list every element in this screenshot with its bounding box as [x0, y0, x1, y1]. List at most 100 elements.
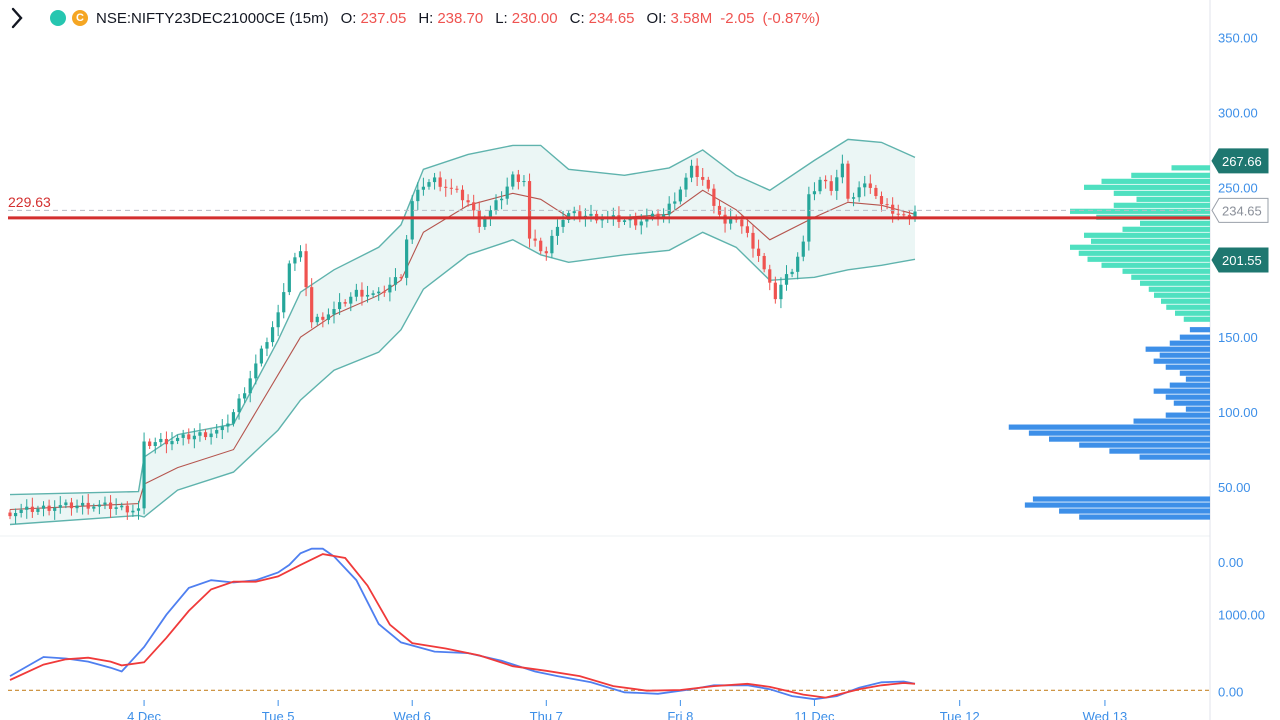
volume-profile-bar — [1024, 502, 1210, 508]
collapse-chevron-icon[interactable] — [0, 0, 34, 36]
candle-body — [628, 218, 632, 221]
bollinger-basis-line — [9, 189, 916, 511]
candle-body — [349, 296, 353, 304]
x-tick-label: Tue 12 — [940, 709, 980, 720]
candle-body — [689, 165, 694, 178]
candle-body — [622, 220, 627, 222]
symbol-title[interactable]: NSE:NIFTY23DEC21000CE (15m) — [96, 9, 329, 27]
candle-body — [483, 218, 487, 227]
volume-profile-bar — [1159, 352, 1210, 358]
candle-body — [594, 213, 599, 221]
open-label: O: — [340, 9, 357, 27]
candle-body — [634, 218, 638, 226]
candle-body — [405, 239, 409, 278]
candle-body — [92, 506, 96, 509]
volume-profile-bar — [1008, 424, 1210, 430]
candle-body — [438, 177, 442, 187]
candle-body — [220, 426, 224, 431]
x-tick-label: 4 Dec — [127, 709, 161, 720]
candle-body — [337, 302, 342, 310]
candle-body — [840, 163, 844, 178]
candle-body — [790, 271, 794, 275]
volume-profile-bar — [1154, 292, 1210, 298]
candle-body — [902, 214, 906, 216]
candle-body — [857, 187, 861, 198]
candle-body — [164, 438, 169, 445]
candle-body — [527, 181, 532, 239]
candle-body — [114, 507, 118, 509]
volume-profile-bar — [1079, 514, 1210, 520]
volume-profile-bar — [1179, 370, 1210, 376]
volume-profile-bar — [1070, 208, 1210, 214]
candle-body — [181, 434, 185, 438]
candle-body — [259, 348, 263, 364]
candle-body — [304, 251, 308, 288]
candle-body — [522, 181, 526, 183]
candle-body — [103, 502, 107, 505]
candle-body — [818, 179, 822, 192]
y-tick-label: 250.00 — [1218, 180, 1258, 195]
candle-body — [494, 200, 498, 211]
y-tick-label: 350.00 — [1218, 30, 1258, 45]
candle-body — [600, 218, 604, 221]
candle-body — [287, 263, 291, 293]
close-label: C: — [569, 9, 585, 27]
candle-body — [824, 179, 828, 182]
exchange-logo-icon: C — [72, 10, 88, 26]
x-tick-label: 11 Dec — [794, 709, 835, 720]
candle-body — [175, 437, 180, 442]
candle-body — [723, 214, 727, 224]
candle-body — [745, 226, 750, 233]
candle-body — [69, 502, 74, 509]
candle-body — [662, 214, 666, 219]
change-value: -2.05 — [720, 9, 755, 27]
high-value: 238.70 — [437, 9, 484, 27]
candle-body — [455, 188, 459, 190]
volume-profile-bar — [1185, 376, 1210, 382]
volume-profile-bar — [1165, 412, 1210, 418]
last-price-label: 234.65 — [1222, 203, 1262, 218]
candle-body — [8, 512, 12, 517]
y-tick-label: 50.00 — [1218, 480, 1251, 495]
candle-body — [717, 205, 722, 215]
candle-body — [835, 177, 839, 191]
candle-body — [773, 282, 777, 300]
volume-profile-bar — [1171, 165, 1210, 171]
candle-body — [226, 423, 230, 427]
candle-body — [879, 196, 884, 205]
volume-profile-bar — [1091, 238, 1210, 244]
candle-body — [567, 213, 571, 221]
candle-body — [41, 505, 46, 509]
candle-body — [142, 441, 146, 509]
candle-body — [656, 213, 660, 219]
candle-body — [779, 284, 783, 300]
volume-profile-bar — [1101, 262, 1210, 268]
candle-body — [125, 505, 129, 513]
candle-body — [53, 507, 57, 511]
candle-body — [399, 277, 403, 279]
bollinger-band-fill — [10, 139, 915, 525]
candle-body — [606, 216, 610, 219]
open-value: 237.05 — [360, 9, 407, 27]
candle-body — [472, 202, 476, 211]
candle-body — [812, 191, 817, 195]
close-value: 234.65 — [588, 9, 635, 27]
candle-body — [851, 197, 856, 199]
price-line-label: 229.63 — [8, 194, 51, 210]
candle-body — [47, 505, 51, 511]
candle-body — [533, 238, 537, 241]
candle-body — [639, 221, 643, 226]
candle-body — [343, 302, 347, 304]
candle-body — [801, 241, 805, 257]
volume-profile-bar — [1166, 304, 1210, 310]
candle-body — [578, 211, 582, 218]
candle-body — [488, 210, 493, 219]
volume-profile-bar — [1113, 190, 1210, 196]
candle-body — [30, 506, 34, 512]
candle-body — [874, 187, 878, 197]
oscillator-fast-line — [9, 547, 916, 701]
volume-profile-bar — [1084, 184, 1210, 190]
exchange-logo-letter: C — [76, 12, 84, 24]
candle-body — [539, 240, 543, 252]
